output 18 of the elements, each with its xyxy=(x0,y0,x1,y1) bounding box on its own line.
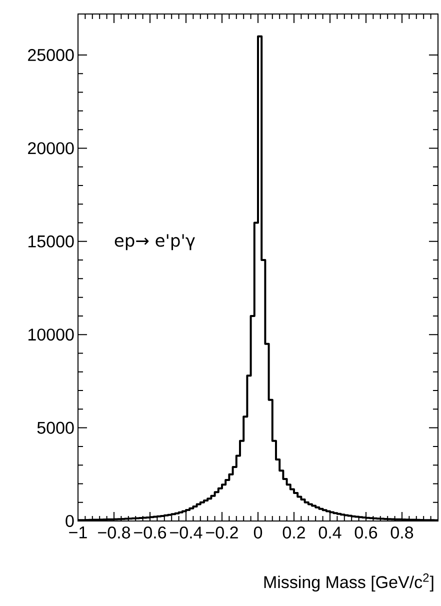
annotation: ep→ e'p'γ xyxy=(114,234,195,250)
x-tick-label: −0.6 xyxy=(134,526,166,539)
x-tick-label: −0.2 xyxy=(206,526,238,539)
x-tick-label: −1 xyxy=(69,526,87,538)
y-tick-label: 20000 xyxy=(28,142,74,154)
y-tick-label: 15000 xyxy=(28,235,74,248)
x-tick-label: 0.4 xyxy=(318,526,342,539)
y-tick-label: 5000 xyxy=(37,422,74,434)
y-tick-label: 25000 xyxy=(28,48,74,62)
y-tick-label: 0 xyxy=(66,514,74,528)
x-tick-label: 0.6 xyxy=(354,526,378,539)
x-tick-label: −0.8 xyxy=(98,526,130,539)
y-tick-label: 10000 xyxy=(28,328,74,341)
x-axis-title: Missing Mass [GeV/c$^{2}$] xyxy=(264,573,434,592)
x-tick-label: 0.2 xyxy=(282,526,305,539)
x-tick-label: −0.4 xyxy=(170,526,202,539)
x-tick-label: 0 xyxy=(254,526,262,539)
x-tick-label: 0.8 xyxy=(390,526,414,539)
